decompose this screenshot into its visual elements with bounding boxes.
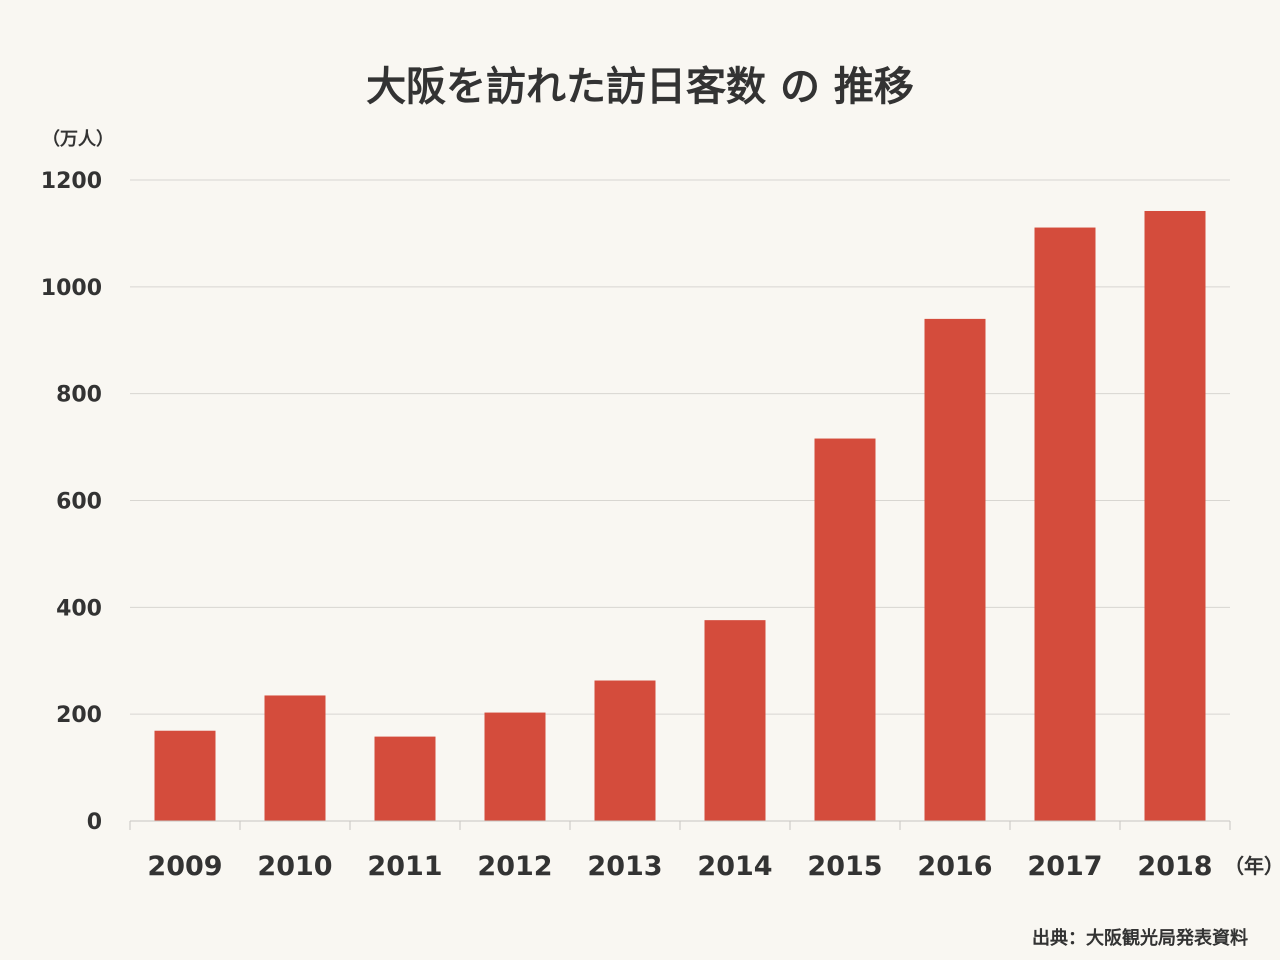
x-tick-label: 2010 <box>257 851 332 882</box>
y-tick-label: 400 <box>56 596 102 621</box>
y-tick-label: 600 <box>56 490 102 515</box>
bar-2012 <box>484 712 546 821</box>
bar-2009 <box>154 730 216 821</box>
y-tick-label: 1200 <box>41 169 102 194</box>
bar-2013 <box>594 680 656 821</box>
bar-2010 <box>264 695 326 821</box>
y-tick-label: 0 <box>87 810 102 835</box>
x-tick-label: 2012 <box>477 851 552 882</box>
y-axis-ticks: 0 200 400 600 800 1000 1200 <box>41 169 102 835</box>
x-tick-label: 2017 <box>1027 851 1102 882</box>
x-tick-label: 2009 <box>147 851 222 882</box>
bar-2017 <box>1034 227 1096 821</box>
x-tick-label: 2018 <box>1137 851 1212 882</box>
y-tick-label: 200 <box>56 703 102 728</box>
x-tick-label: 2011 <box>367 851 442 882</box>
x-axis <box>129 820 1231 830</box>
x-axis-ticks: 2009 2010 2011 2012 2013 2014 2015 2016 2017 2018 <box>147 851 1212 882</box>
bar-2014 <box>704 620 766 821</box>
bar-2018 <box>1144 210 1206 821</box>
y-tick-label: 800 <box>56 383 102 408</box>
source-note: 出典：大阪観光局発表資料 <box>1032 927 1248 949</box>
x-tick-label: 2016 <box>917 851 992 882</box>
bar-2011 <box>374 736 436 821</box>
x-tick-label: 2013 <box>587 851 662 882</box>
y-axis-unit-label: （万人） <box>42 129 114 150</box>
chart-title: 大阪を訪れた訪日客数 の 推移 <box>366 64 914 110</box>
x-tick-label: 2014 <box>697 851 772 882</box>
y-tick-label: 1000 <box>41 276 102 301</box>
bar-2015 <box>814 438 876 821</box>
bar-2016 <box>924 318 986 821</box>
x-axis-unit-label: （年） <box>1224 854 1280 878</box>
x-tick-label: 2015 <box>807 851 882 882</box>
bars <box>154 210 1206 821</box>
